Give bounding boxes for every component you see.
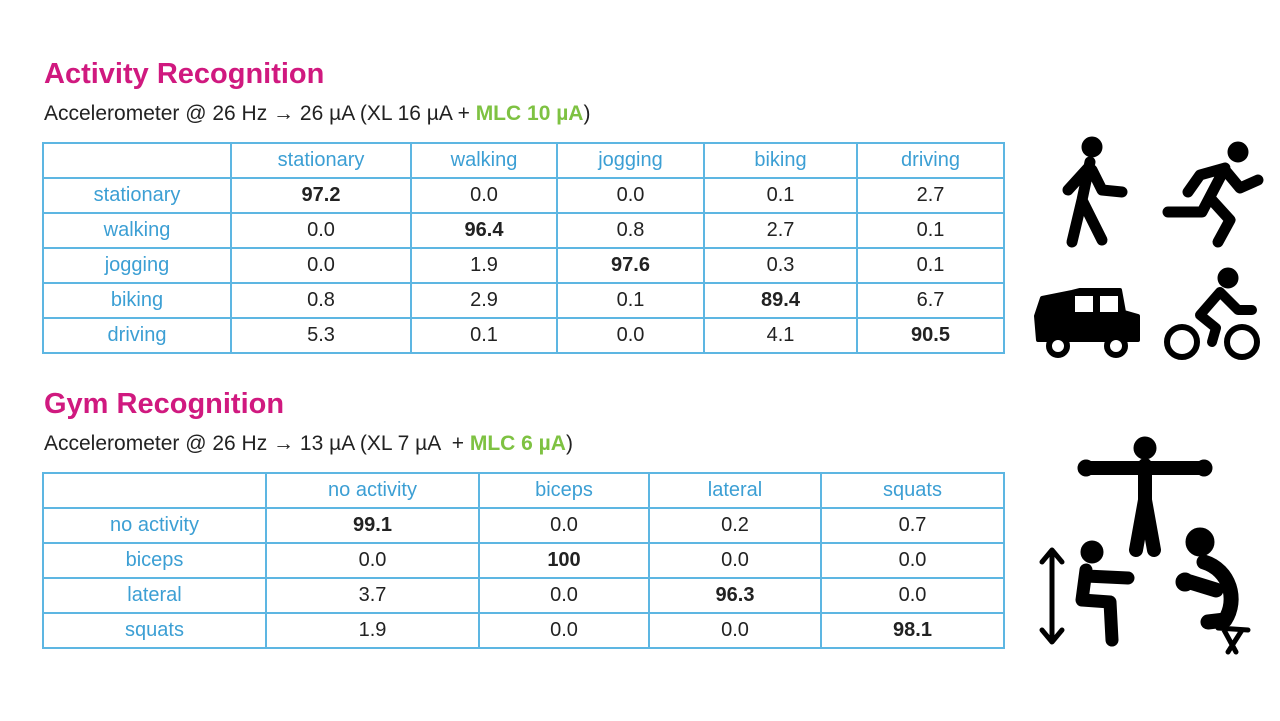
table-cell: 0.1: [556, 282, 705, 319]
corner-cell: [42, 472, 267, 509]
table-cell: 96.3: [648, 577, 822, 614]
subtitle: Accelerometer @ 26 Hz → 26 µA (XL 16 µA …: [44, 102, 590, 126]
table-row: biking 0.8 2.9 0.1 89.4 6.7: [42, 282, 1005, 319]
table-cell: 4.1: [703, 317, 858, 354]
table-cell: 89.4: [703, 282, 858, 319]
section-title: Activity Recognition: [44, 58, 325, 90]
header-row: stationary walking jogging biking driving: [42, 142, 1005, 179]
table-cell: 0.0: [265, 542, 480, 579]
table-cell: 2.7: [703, 212, 858, 249]
subtitle-text: Accelerometer @ 26 Hz → 26 µA (XL 16 µA …: [44, 102, 476, 125]
table-row: stationary 97.2 0.0 0.0 0.1 2.7: [42, 177, 1005, 214]
column-header: stationary: [230, 142, 412, 179]
table-cell: 1.9: [410, 247, 558, 284]
table-cell: 6.7: [856, 282, 1005, 319]
table-cell: 0.0: [648, 542, 822, 579]
row-header: no activity: [42, 507, 267, 544]
column-header: lateral: [648, 472, 822, 509]
row-header: walking: [42, 212, 232, 249]
corner-cell: [42, 142, 232, 179]
column-header: jogging: [556, 142, 705, 179]
table-row: jogging 0.0 1.9 97.6 0.3 0.1: [42, 247, 1005, 284]
table-cell: 0.7: [820, 507, 1005, 544]
section-title: Gym Recognition: [44, 388, 285, 420]
row-header: stationary: [42, 177, 232, 214]
table-cell: 0.8: [230, 282, 412, 319]
table-cell: 0.1: [703, 177, 858, 214]
table-cell: 0.0: [230, 247, 412, 284]
row-header: biking: [42, 282, 232, 319]
subtitle: Accelerometer @ 26 Hz → 13 µA (XL 7 µA +…: [44, 432, 573, 456]
table-cell: 0.3: [703, 247, 858, 284]
table-cell: 2.7: [856, 177, 1005, 214]
header-row: no activity biceps lateral squats: [42, 472, 1005, 509]
table-row: squats 1.9 0.0 0.0 98.1: [42, 612, 1005, 649]
table-cell: 5.3: [230, 317, 412, 354]
row-header: squats: [42, 612, 267, 649]
subtitle-end: ): [583, 102, 591, 125]
table-row: lateral 3.7 0.0 96.3 0.0: [42, 577, 1005, 614]
subtitle-highlight: MLC 10 µA: [475, 102, 584, 125]
column-header: squats: [820, 472, 1005, 509]
confusion-table: no activity biceps lateral squats no activit…: [42, 472, 1005, 649]
table-row: walking 0.0 96.4 0.8 2.7 0.1: [42, 212, 1005, 249]
table-cell: 98.1: [820, 612, 1005, 649]
table-cell: 97.6: [556, 247, 705, 284]
table-cell: 0.0: [820, 542, 1005, 579]
column-header: biking: [703, 142, 858, 179]
table-cell: 0.0: [820, 577, 1005, 614]
subtitle-end: ): [565, 432, 573, 455]
table-cell: 0.0: [230, 212, 412, 249]
table-row: biceps 0.0 100 0.0 0.0: [42, 542, 1005, 579]
table-cell: 0.2: [648, 507, 822, 544]
table-cell: 0.0: [478, 612, 650, 649]
table-cell: 90.5: [856, 317, 1005, 354]
column-header: no activity: [265, 472, 480, 509]
table-cell: 99.1: [265, 507, 480, 544]
row-header: lateral: [42, 577, 267, 614]
subtitle-text: Accelerometer @ 26 Hz → 13 µA (XL 7 µA +: [44, 432, 470, 455]
row-header: biceps: [42, 542, 267, 579]
table-cell: 0.1: [856, 212, 1005, 249]
column-header: biceps: [478, 472, 650, 509]
activity-icons: [1034, 136, 1264, 655]
table-cell: 0.0: [410, 177, 558, 214]
table-cell: 2.9: [410, 282, 558, 319]
table-cell: 0.0: [648, 612, 822, 649]
row-header: driving: [42, 317, 232, 354]
subtitle-highlight: MLC 6 µA: [469, 432, 566, 455]
table-cell: 1.9: [265, 612, 480, 649]
confusion-table: stationary walking jogging biking driving sta…: [42, 142, 1005, 354]
table-cell: 3.7: [265, 577, 480, 614]
table-cell: 96.4: [410, 212, 558, 249]
table-cell: 0.0: [478, 577, 650, 614]
table-cell: 0.0: [556, 317, 705, 354]
table-cell: 0.0: [556, 177, 705, 214]
table-cell: 100: [478, 542, 650, 579]
table-cell: 0.0: [478, 507, 650, 544]
table-row: no activity 99.1 0.0 0.2 0.7: [42, 507, 1005, 544]
table-cell: 0.8: [556, 212, 705, 249]
table-cell: 0.1: [410, 317, 558, 354]
table-row: driving 5.3 0.1 0.0 4.1 90.5: [42, 317, 1005, 354]
column-header: walking: [410, 142, 558, 179]
table-cell: 0.1: [856, 247, 1005, 284]
table-cell: 97.2: [230, 177, 412, 214]
column-header: driving: [856, 142, 1005, 179]
row-header: jogging: [42, 247, 232, 284]
